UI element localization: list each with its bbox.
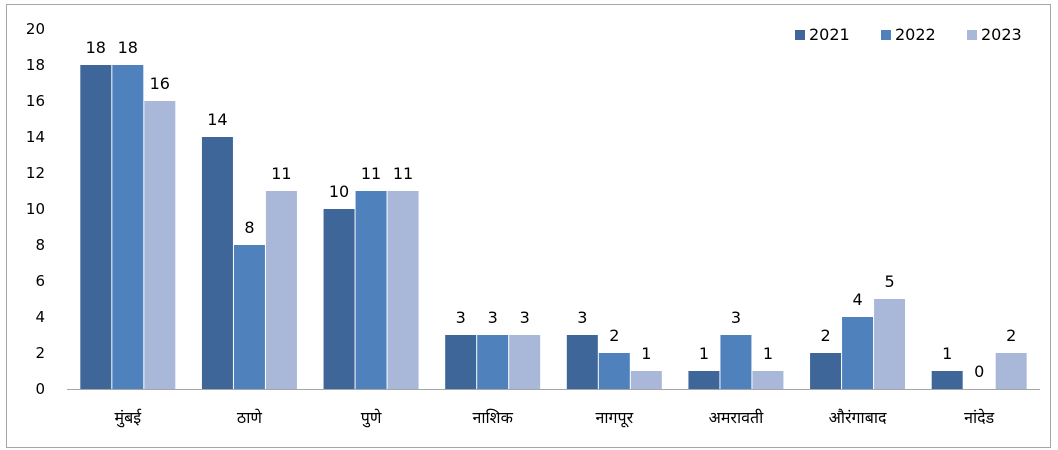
bar-2021 xyxy=(80,65,112,389)
bar-2021 xyxy=(688,371,720,389)
y-tick-label: 12 xyxy=(26,164,45,182)
legend-label: 2023 xyxy=(981,25,1022,44)
x-axis: मुंबई ठाणे पुणे नाशिक नागपूर अमरावती औरंगाबाद न… xyxy=(67,389,1040,428)
data-label: 2 xyxy=(609,326,619,345)
x-tick-label: नागपूर xyxy=(595,408,633,428)
bar-2021 xyxy=(566,335,598,389)
y-tick-label: 20 xyxy=(26,20,45,38)
x-tick-label: औरंगाबाद xyxy=(829,408,887,427)
bar-2022 xyxy=(355,191,387,389)
data-label: 1 xyxy=(942,344,952,363)
bar-2023 xyxy=(265,191,297,389)
y-tick-label: 18 xyxy=(26,56,45,74)
bar-2021 xyxy=(323,209,355,389)
data-label: 0 xyxy=(974,362,984,381)
legend-swatch xyxy=(881,30,891,40)
bar-2022 xyxy=(112,65,144,389)
data-label: 1 xyxy=(699,344,709,363)
bar-2021 xyxy=(810,353,842,389)
y-tick-label: 14 xyxy=(26,128,45,146)
data-label: 1 xyxy=(763,344,773,363)
data-label: 11 xyxy=(361,164,381,183)
legend: 2021 2022 2023 xyxy=(795,25,1022,44)
x-tick-label: मुंबई xyxy=(115,408,143,428)
data-label: 3 xyxy=(731,308,741,327)
bar-2022 xyxy=(598,353,630,389)
legend-swatch xyxy=(795,30,805,40)
bar-2022 xyxy=(233,245,265,389)
x-tick-label: ठाणे xyxy=(237,408,262,427)
legend-label: 2022 xyxy=(895,25,936,44)
y-tick-label: 8 xyxy=(35,236,45,254)
y-tick-label: 2 xyxy=(35,344,45,362)
bar-2023 xyxy=(387,191,419,389)
bar-2022 xyxy=(842,317,874,389)
data-label: 18 xyxy=(86,38,106,57)
data-label: 3 xyxy=(520,308,530,327)
data-label: 14 xyxy=(207,110,227,129)
data-label: 3 xyxy=(488,308,498,327)
y-tick-label: 4 xyxy=(35,308,45,326)
data-label: 8 xyxy=(244,218,254,237)
bar-2021 xyxy=(201,137,233,389)
bar-2023 xyxy=(995,353,1027,389)
bar-2022 xyxy=(720,335,752,389)
x-tick-label: नांदेड xyxy=(964,408,995,427)
legend-label: 2021 xyxy=(809,25,850,44)
data-label: 10 xyxy=(329,182,349,201)
y-tick-label: 6 xyxy=(35,272,45,290)
bar-2023 xyxy=(874,299,906,389)
bar-2023 xyxy=(144,101,176,389)
bar-2021 xyxy=(445,335,477,389)
y-tick-label: 0 xyxy=(35,380,45,398)
data-label: 5 xyxy=(884,272,894,291)
x-tick-label: अमरावती xyxy=(709,408,764,427)
data-label: 2 xyxy=(1006,326,1016,345)
data-label: 3 xyxy=(577,308,587,327)
bar-2021 xyxy=(931,371,963,389)
bar-2022 xyxy=(477,335,509,389)
y-tick-label: 10 xyxy=(26,200,45,218)
chart-frame xyxy=(6,4,1051,448)
y-axis: 0 2 4 6 8 10 12 14 16 18 20 xyxy=(26,20,45,398)
bar-2023 xyxy=(509,335,541,389)
bar-2023 xyxy=(752,371,784,389)
data-label: 1 xyxy=(641,344,651,363)
x-tick-label: नाशिक xyxy=(473,408,514,427)
x-tick-label: पुणे xyxy=(361,408,382,428)
data-label: 2 xyxy=(820,326,830,345)
legend-swatch xyxy=(967,30,977,40)
data-label: 4 xyxy=(852,290,862,309)
y-tick-label: 16 xyxy=(26,92,45,110)
data-label: 3 xyxy=(456,308,466,327)
data-label: 11 xyxy=(271,164,291,183)
data-label: 11 xyxy=(393,164,413,183)
bar-2023 xyxy=(630,371,662,389)
data-label: 16 xyxy=(150,74,170,93)
data-label: 18 xyxy=(118,38,138,57)
